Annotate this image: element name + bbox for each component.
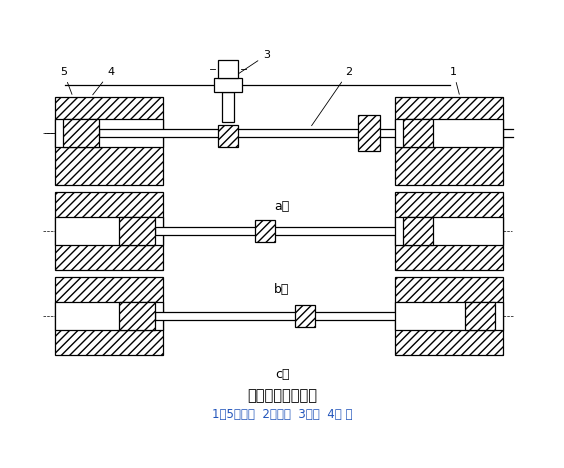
Text: 2: 2 <box>311 67 352 126</box>
Bar <box>55 217 163 245</box>
Bar <box>55 119 163 147</box>
Bar <box>218 60 238 78</box>
Text: 4: 4 <box>92 67 114 95</box>
Bar <box>55 97 163 185</box>
Bar <box>465 302 495 330</box>
Bar <box>403 119 433 147</box>
Text: 1、5液压缸  2活塞杆  3拨叉  4套 筒: 1、5液压缸 2活塞杆 3拨叉 4套 筒 <box>212 408 352 421</box>
Bar <box>395 217 503 245</box>
Bar <box>395 302 503 330</box>
Bar <box>255 220 275 242</box>
Bar <box>295 305 315 327</box>
Text: a）: a） <box>274 200 290 213</box>
Text: b）: b） <box>274 283 290 296</box>
Text: c）: c） <box>275 368 289 381</box>
Text: 3: 3 <box>234 50 270 76</box>
Bar <box>55 302 163 330</box>
Bar <box>63 119 99 147</box>
Bar <box>119 217 155 245</box>
Bar <box>119 302 155 330</box>
Text: 1: 1 <box>450 67 459 95</box>
Bar <box>395 192 503 270</box>
Bar <box>222 92 234 122</box>
Bar <box>395 97 503 185</box>
Bar <box>55 192 163 270</box>
Text: 5: 5 <box>60 67 72 95</box>
Bar <box>155 227 397 235</box>
Text: 三位液压拨叉变速: 三位液压拨叉变速 <box>247 388 317 403</box>
Bar <box>218 125 238 147</box>
Bar <box>358 115 380 151</box>
Bar <box>395 119 503 147</box>
Bar <box>214 78 242 92</box>
Bar <box>99 129 400 137</box>
Bar <box>395 277 503 355</box>
Bar <box>55 277 163 355</box>
Bar <box>155 312 410 320</box>
Bar <box>403 217 433 245</box>
